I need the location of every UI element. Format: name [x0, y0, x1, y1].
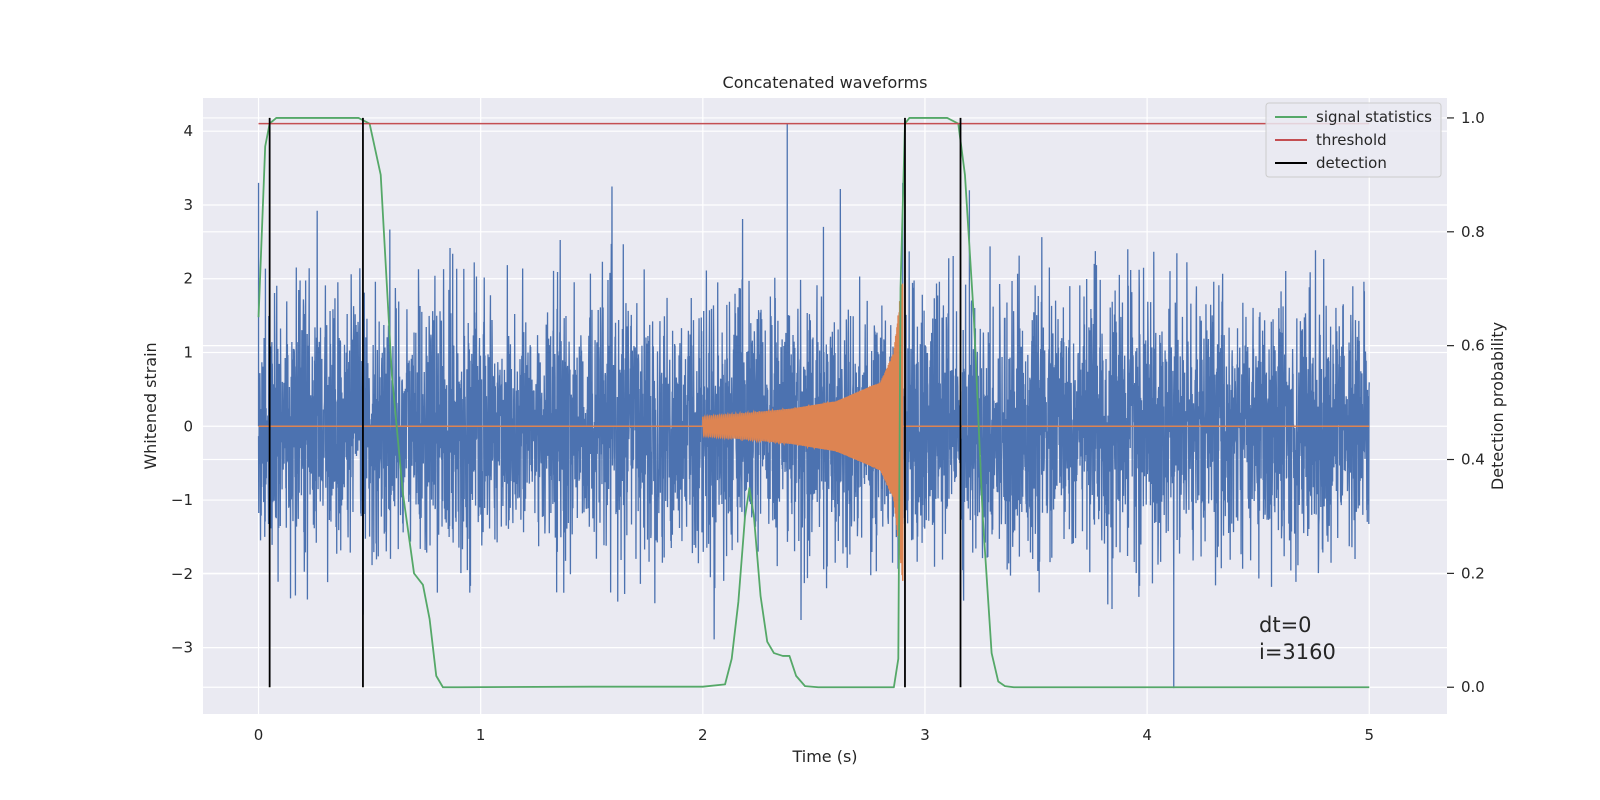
- legend-label-detection: detection: [1316, 154, 1387, 172]
- x-axis-label: Time (s): [791, 747, 857, 766]
- x-tick-label: 5: [1364, 726, 1374, 744]
- series-injected-chirp-line: [258, 283, 1370, 581]
- chart-title: Concatenated waveforms: [723, 73, 928, 92]
- x-tick-label: 1: [476, 726, 486, 744]
- x-tick-label: 2: [698, 726, 708, 744]
- y-right-tick-label: 0.2: [1461, 564, 1485, 582]
- annotation-dt: dt=0: [1259, 613, 1312, 637]
- x-tick-label: 4: [1142, 726, 1152, 744]
- y-right-tick-label: 0.4: [1461, 451, 1485, 469]
- legend-label-signal-statistics: signal statistics: [1316, 108, 1432, 126]
- legend-box: [1265, 102, 1442, 178]
- data-layer: [257, 117, 1370, 689]
- y-right-tick-label: 1.0: [1461, 109, 1485, 127]
- series-signal-statistics-line: [257, 117, 1370, 689]
- y-right-tick-label: 0.8: [1461, 223, 1485, 241]
- y-axis-label: Whitened strain: [141, 342, 160, 469]
- y-axis-left-ticks: −3 −2 −1 0 1 2 3 4: [171, 122, 193, 656]
- y-tick-label: 1: [183, 344, 193, 362]
- y-tick-label: −3: [171, 639, 193, 657]
- y-tick-label: 2: [183, 270, 193, 288]
- y-right-tick-label: 0.6: [1461, 337, 1485, 355]
- legend-label-threshold: threshold: [1316, 131, 1387, 149]
- y-axis-right-ticks: 0.0 0.2 0.4 0.6 0.8 1.0: [1447, 109, 1485, 696]
- y-tick-label: −2: [171, 565, 193, 583]
- y-tick-label: 0: [183, 417, 193, 435]
- y-axis-right-label: Detection probability: [1488, 322, 1507, 490]
- y-right-tick-label: 0.0: [1461, 678, 1485, 696]
- x-tick-label: 3: [920, 726, 930, 744]
- x-axis-ticks: 0 1 2 3 4 5: [254, 726, 1374, 744]
- legend: signal statistics threshold detection: [1265, 102, 1442, 178]
- y-tick-label: 4: [183, 122, 193, 140]
- annotation-index: i=3160: [1259, 640, 1336, 664]
- y-tick-label: 3: [183, 196, 193, 214]
- y-tick-label: −1: [171, 491, 193, 509]
- x-tick-label: 0: [254, 726, 264, 744]
